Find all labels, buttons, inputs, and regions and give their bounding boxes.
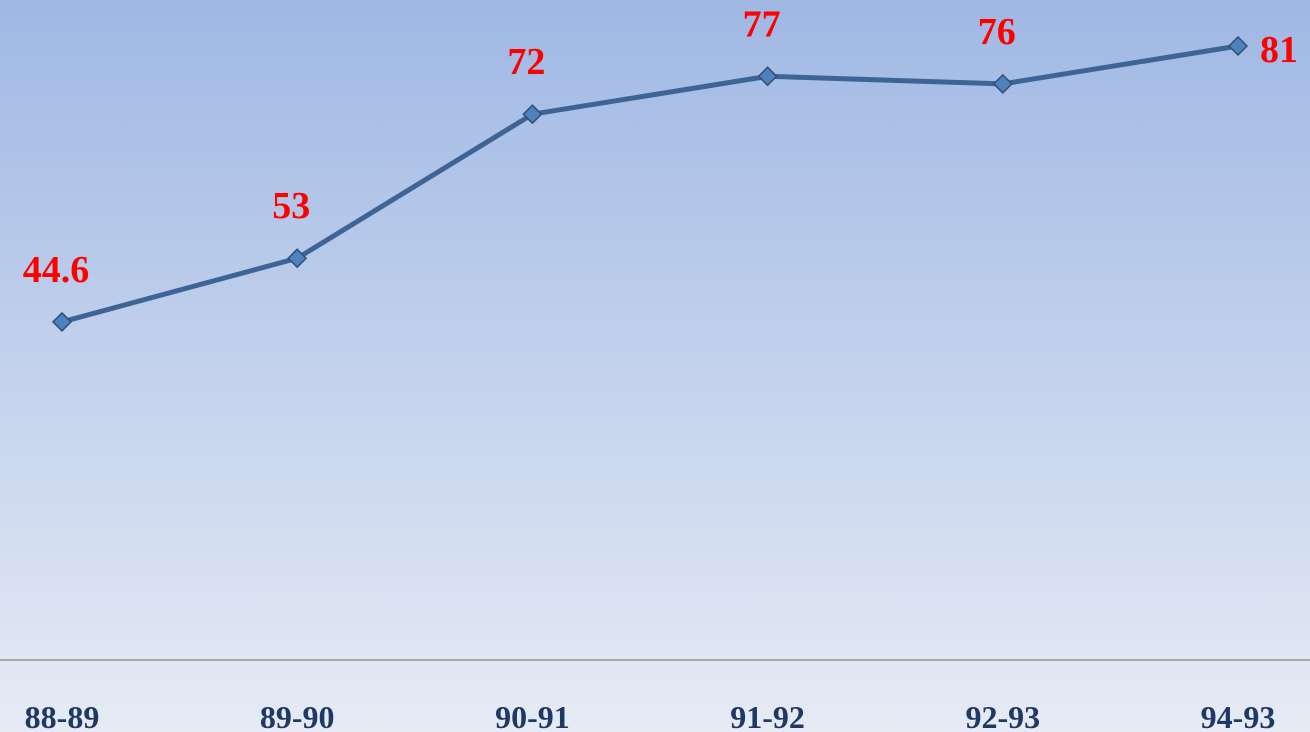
marker [287,248,308,269]
x-tick-label: 90-91 [495,699,570,732]
marker [992,73,1013,94]
marker [51,311,73,332]
data-label: 53 [272,185,310,227]
data-label: 77 [743,3,781,45]
marker [1227,35,1249,57]
x-tick-label: 92-93 [965,699,1040,732]
marker [522,104,543,125]
data-label: 81 [1260,29,1298,71]
marker [757,66,778,87]
x-tick-label: 91-92 [730,699,805,732]
line [61,43,1239,325]
data-label: 72 [507,41,545,83]
x-tick-label: 88-89 [25,699,100,732]
x-tick-label: 89-90 [260,699,335,732]
data-label: 76 [978,11,1016,53]
x-tick-label: 94-93 [1201,699,1276,732]
data-label: 44.6 [23,249,90,291]
